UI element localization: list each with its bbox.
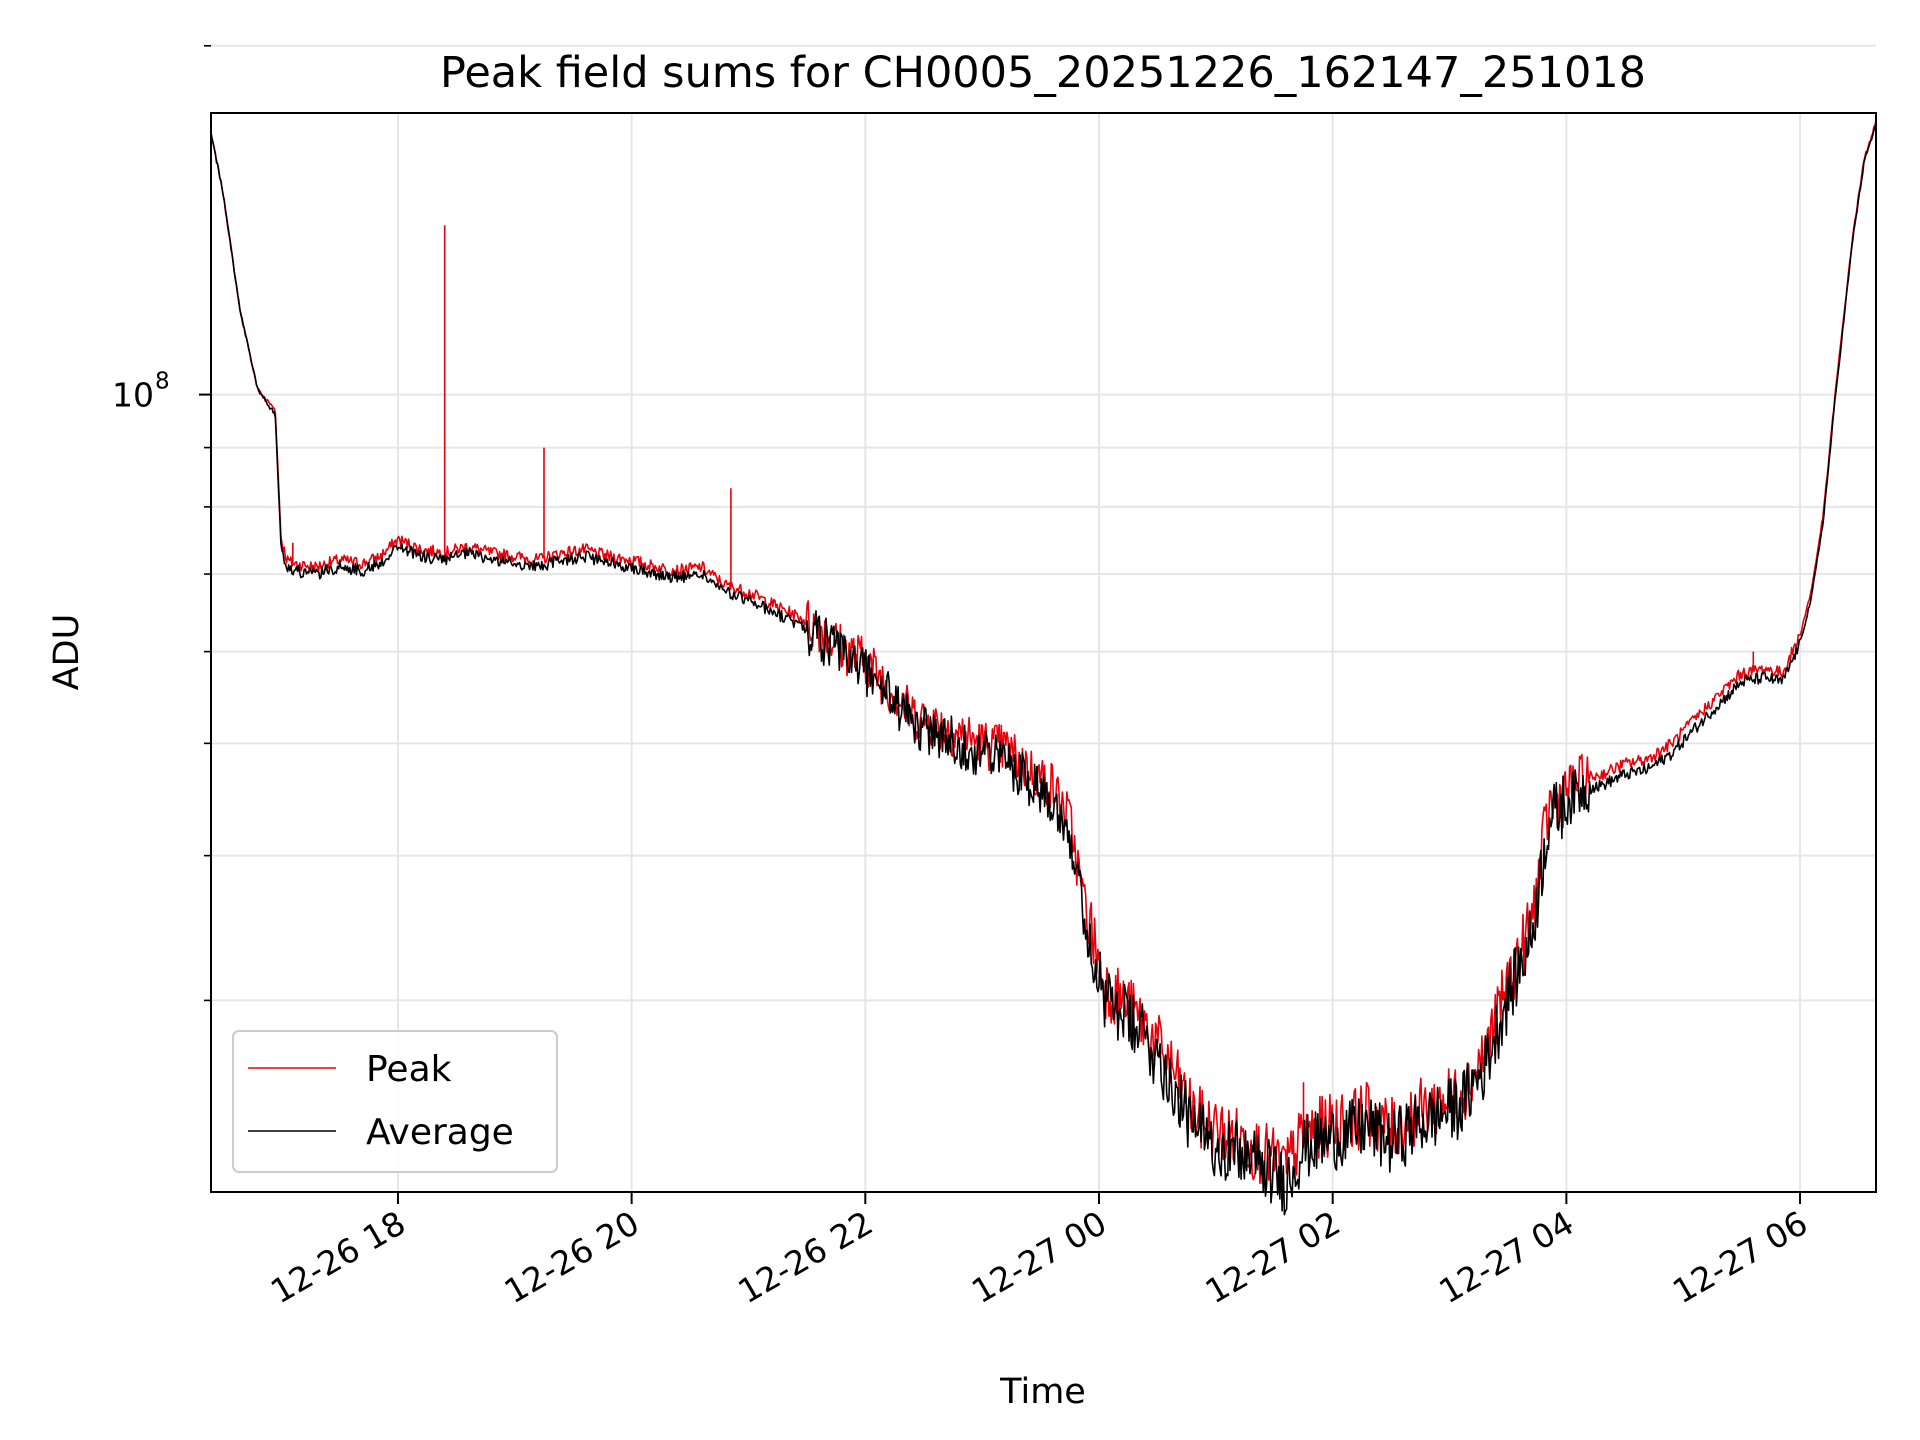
legend: Peak Average	[232, 1030, 558, 1173]
grid	[211, 44, 1876, 1192]
plot-frame	[210, 112, 1877, 1193]
chart-title: Peak field sums for CH0005_20251226_1621…	[440, 48, 1646, 98]
x-axis-label: Time	[999, 1372, 1086, 1412]
legend-box	[232, 1030, 558, 1173]
series-average-line	[210, 124, 1877, 1216]
series-layer	[210, 120, 1877, 1216]
y-tick-label-base: 10	[112, 376, 154, 415]
y-axis-label: ADU	[47, 614, 87, 691]
y-tick-label-exponent: 8	[155, 369, 170, 395]
legend-peak-label: Peak	[366, 1049, 452, 1090]
y-axis: 10 8	[112, 45, 211, 1002]
legend-average-label: Average	[366, 1112, 514, 1153]
